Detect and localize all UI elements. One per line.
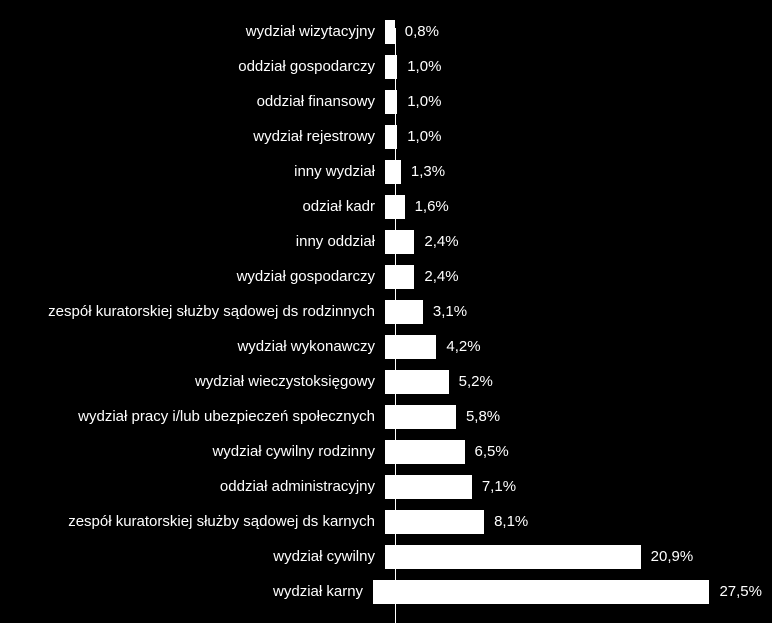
bar-wrap: 0,8% <box>385 14 762 49</box>
bar <box>385 510 484 534</box>
value-label: 2,4% <box>414 268 458 285</box>
category-label: odział kadr <box>10 198 385 215</box>
bar <box>385 475 472 499</box>
bar-wrap: 1,3% <box>385 154 762 189</box>
bar-wrap: 8,1% <box>385 504 762 539</box>
bar <box>385 160 401 184</box>
value-label: 5,2% <box>449 373 493 390</box>
category-label: wydział cywilny rodzinny <box>10 443 385 460</box>
value-label: 1,3% <box>401 163 445 180</box>
bar <box>385 265 414 289</box>
chart-row: wydział pracy i/lub ubezpieczeń społeczn… <box>10 399 762 434</box>
bar <box>385 230 414 254</box>
category-label: wydział wieczystoksięgowy <box>10 373 385 390</box>
value-label: 8,1% <box>484 513 528 530</box>
bar <box>385 545 641 569</box>
value-label: 1,6% <box>405 198 449 215</box>
chart-row: wydział wykonawczy 4,2% <box>10 329 762 364</box>
bar-wrap: 6,5% <box>385 434 762 469</box>
value-label: 7,1% <box>472 478 516 495</box>
category-label: inny oddział <box>10 233 385 250</box>
category-label: wydział cywilny <box>10 548 385 565</box>
value-label: 1,0% <box>397 93 441 110</box>
value-label: 0,8% <box>395 23 439 40</box>
bar-wrap: 2,4% <box>385 224 762 259</box>
bar-wrap: 4,2% <box>385 329 762 364</box>
bar-wrap: 1,0% <box>385 84 762 119</box>
value-label: 1,0% <box>397 58 441 75</box>
value-label: 20,9% <box>641 548 694 565</box>
bar <box>385 20 395 44</box>
category-label: inny wydział <box>10 163 385 180</box>
category-label: oddział administracyjny <box>10 478 385 495</box>
category-label: wydział wizytacyjny <box>10 23 385 40</box>
value-label: 3,1% <box>423 303 467 320</box>
bar-wrap: 3,1% <box>385 294 762 329</box>
bar-wrap: 5,2% <box>385 364 762 399</box>
chart-row: wydział gospodarczy 2,4% <box>10 259 762 294</box>
chart-row: wydział rejestrowy 1,0% <box>10 119 762 154</box>
value-label: 1,0% <box>397 128 441 145</box>
bar-wrap: 1,0% <box>385 49 762 84</box>
value-label: 6,5% <box>465 443 509 460</box>
chart-rows: wydział wizytacyjny 0,8% oddział gospodarc… <box>10 14 762 609</box>
category-label: wydział pracy i/lub ubezpieczeń społeczn… <box>10 408 385 425</box>
horizontal-bar-chart: wydział wizytacyjny 0,8% oddział gospodarc… <box>10 14 762 609</box>
chart-row: inny wydział 1,3% <box>10 154 762 189</box>
chart-row: wydział wizytacyjny 0,8% <box>10 14 762 49</box>
value-label: 5,8% <box>456 408 500 425</box>
value-label: 2,4% <box>414 233 458 250</box>
bar-wrap: 2,4% <box>385 259 762 294</box>
value-label: 27,5% <box>709 583 762 600</box>
category-label: oddział finansowy <box>10 93 385 110</box>
category-label: wydział wykonawczy <box>10 338 385 355</box>
category-label: wydział gospodarczy <box>10 268 385 285</box>
chart-row: wydział karny 27,5% <box>10 574 762 609</box>
bar <box>385 335 436 359</box>
chart-row: wydział cywilny rodzinny 6,5% <box>10 434 762 469</box>
chart-row: inny oddział 2,4% <box>10 224 762 259</box>
category-label: zespół kuratorskiej służby sądowej ds ka… <box>10 513 385 530</box>
bar-wrap: 5,8% <box>385 399 762 434</box>
category-label: wydział karny <box>10 583 373 600</box>
category-label: oddział gospodarczy <box>10 58 385 75</box>
bar-wrap: 7,1% <box>385 469 762 504</box>
chart-row: oddział gospodarczy 1,0% <box>10 49 762 84</box>
bar-wrap: 27,5% <box>373 574 762 609</box>
chart-row: wydział wieczystoksięgowy 5,2% <box>10 364 762 399</box>
y-axis-line <box>395 28 396 623</box>
value-label: 4,2% <box>436 338 480 355</box>
category-label: zespół kuratorskiej służby sądowej ds ro… <box>10 303 385 320</box>
chart-row: zespół kuratorskiej służby sądowej ds ro… <box>10 294 762 329</box>
bar-wrap: 1,6% <box>385 189 762 224</box>
chart-row: odział kadr 1,6% <box>10 189 762 224</box>
bar <box>373 580 709 604</box>
chart-row: wydział cywilny 20,9% <box>10 539 762 574</box>
category-label: wydział rejestrowy <box>10 128 385 145</box>
bar <box>385 300 423 324</box>
bar-wrap: 1,0% <box>385 119 762 154</box>
bar <box>385 440 465 464</box>
chart-row: oddział finansowy 1,0% <box>10 84 762 119</box>
bar-wrap: 20,9% <box>385 539 762 574</box>
chart-row: zespół kuratorskiej służby sądowej ds ka… <box>10 504 762 539</box>
chart-row: oddział administracyjny 7,1% <box>10 469 762 504</box>
